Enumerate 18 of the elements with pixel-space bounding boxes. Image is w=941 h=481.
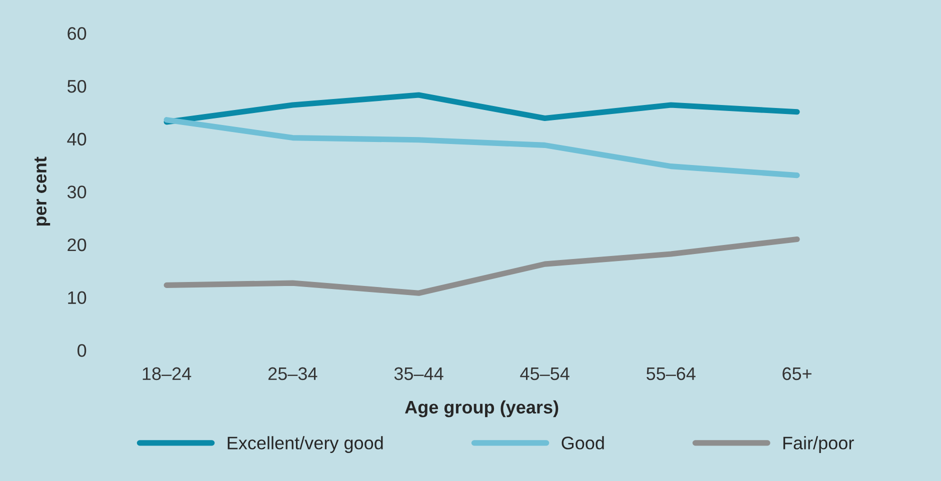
y-tick-label: 10 [68, 291, 86, 304]
y-tick-label: 50 [67, 80, 86, 93]
legend-label: Fair/poor [783, 436, 854, 453]
y-tick-label: 60 [68, 27, 86, 40]
y-axis-title: per cent [34, 156, 50, 226]
x-tick-label: 18–24 [142, 367, 192, 380]
y-tick-label: 40 [67, 132, 86, 146]
legend-label: Excellent/very good [228, 436, 383, 453]
x-tick-label: 45–54 [520, 368, 570, 380]
legend-label: Good [562, 436, 604, 450]
y-tick-label: 30 [67, 186, 86, 198]
y-tick-label: 20 [68, 238, 86, 252]
x-tick-label: 65+ [782, 367, 812, 380]
x-tick-label: 35–44 [394, 367, 444, 380]
x-axis-title: Age group (years) [404, 400, 558, 418]
x-tick-label: 25–34 [268, 367, 318, 380]
x-tick-label: 55–64 [646, 367, 696, 380]
y-tick-label: 0 [78, 344, 86, 357]
